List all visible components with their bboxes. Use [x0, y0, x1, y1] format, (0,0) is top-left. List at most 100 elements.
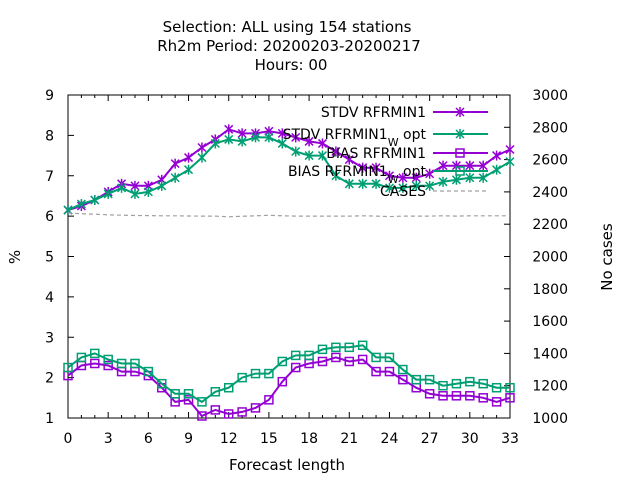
data-point [304, 150, 314, 161]
y-tick-label: 7 [45, 169, 54, 185]
data-point [317, 344, 328, 355]
data-point [478, 160, 488, 171]
x-tick-label: 30 [461, 431, 479, 447]
data-point [438, 160, 448, 171]
data-point [398, 172, 408, 183]
x-tick-label: 6 [144, 431, 153, 447]
data-point [223, 409, 234, 419]
data-point [398, 364, 408, 375]
data-point [264, 132, 274, 143]
data-point [183, 395, 194, 405]
data-point [103, 354, 113, 365]
data-point [478, 172, 488, 183]
title-line-2: Rh2m Period: 20200203-20200217 [157, 37, 421, 55]
x-tick-label: 9 [184, 431, 193, 447]
data-point [76, 352, 87, 363]
data-point [277, 376, 288, 387]
data-point [317, 356, 328, 367]
y2-tick-label: 1800 [532, 282, 568, 298]
x-tick-label: 18 [300, 431, 318, 447]
data-point [143, 366, 154, 377]
data-point [425, 168, 435, 179]
y2-axis-label: No cases [598, 223, 616, 291]
series-layer [63, 124, 515, 421]
legend-entry-4: CASES [380, 184, 488, 200]
chart-title: Selection: ALL using 154 stations Rh2m P… [157, 18, 421, 74]
data-point [465, 172, 475, 183]
x-tick-label: 33 [501, 431, 519, 447]
x-tick-label: 27 [421, 431, 439, 447]
data-point [505, 144, 515, 155]
y2-tick-label: 2400 [532, 185, 568, 201]
data-point [438, 176, 448, 187]
data-point [505, 393, 515, 403]
y2-tick-label: 1200 [532, 379, 568, 395]
data-point [411, 180, 421, 191]
data-point [451, 378, 462, 389]
legend-entry-2: BIAS RFRMIN1 [326, 146, 488, 162]
data-point [451, 174, 461, 185]
data-point [277, 128, 287, 139]
data-point [371, 178, 381, 189]
legend-label: STDV RFRMIN1W opt [283, 127, 427, 149]
data-point [451, 391, 462, 401]
data-point [371, 162, 381, 173]
data-point [371, 352, 381, 363]
data-point [250, 132, 261, 143]
y-axis-label: % [6, 250, 24, 264]
data-point [130, 358, 140, 369]
data-point [398, 182, 408, 193]
y-tick-label: 8 [45, 128, 54, 144]
data-point [264, 368, 274, 379]
data-point [358, 178, 368, 189]
y-tick-label: 9 [45, 88, 54, 104]
series-line [67, 344, 510, 404]
data-point [304, 136, 314, 147]
data-point [317, 150, 328, 161]
legend-entry-0: STDV RFRMIN1 [321, 105, 488, 121]
data-point [170, 172, 180, 183]
data-point [170, 389, 180, 399]
data-point [157, 180, 167, 191]
data-point [371, 366, 381, 377]
series-line [67, 212, 510, 218]
data-point [197, 411, 207, 421]
data-point [344, 154, 354, 165]
data-point [344, 178, 354, 189]
series-line [67, 356, 511, 418]
x-tick-label: 12 [220, 431, 238, 447]
data-point [197, 142, 207, 153]
data-point [425, 180, 435, 191]
data-point [492, 164, 502, 175]
x-axis-label: Forecast length [229, 456, 345, 474]
data-point [331, 146, 341, 157]
legend-entry-3: BIAS RFRMIN1W opt [288, 164, 488, 186]
data-point [384, 182, 394, 193]
data-point [398, 374, 408, 385]
data-point [384, 352, 395, 363]
data-point [210, 405, 221, 415]
y2-tick-label: 2000 [532, 250, 568, 266]
plot-axes: 0 3 6 9 12 15 18 21 24 27 30 3312345678910001200140… [45, 88, 568, 447]
data-point [384, 366, 395, 377]
x-tick-label: 0 [64, 431, 73, 447]
data-point [224, 134, 234, 145]
data-point [304, 350, 314, 361]
data-point [116, 358, 127, 369]
series-line [67, 128, 511, 212]
data-point [210, 387, 221, 397]
data-point [117, 182, 127, 193]
data-point [184, 152, 194, 163]
data-point [90, 194, 100, 205]
data-point [63, 362, 73, 373]
x-tick-label: 21 [340, 431, 358, 447]
data-point [223, 382, 234, 393]
data-point [491, 397, 502, 407]
y-tick-label: 3 [45, 330, 54, 346]
data-point [465, 160, 475, 171]
data-point [237, 407, 247, 417]
series-line [67, 136, 511, 212]
data-point [317, 138, 328, 149]
data-point [291, 132, 301, 143]
series-4 [67, 212, 510, 218]
